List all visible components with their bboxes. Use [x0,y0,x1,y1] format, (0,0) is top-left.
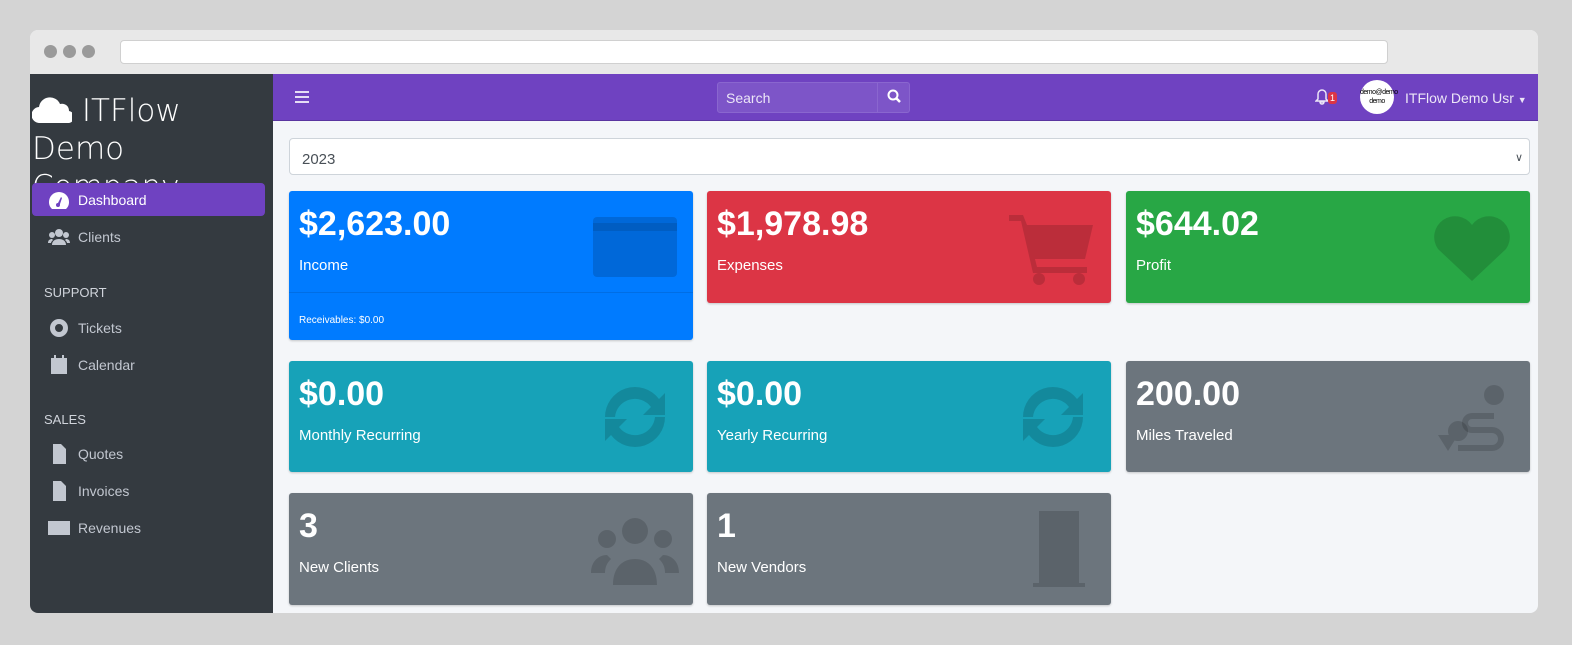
sidebar-item-label: Invoices [78,482,130,499]
browser-window: ITFlow Demo Company Dashboard Clients SU… [30,30,1538,613]
stat-card-new-clients[interactable]: 3 New Clients [289,493,693,605]
stat-value: $0.00 [717,375,803,413]
window-minimize-dot[interactable] [63,45,76,58]
sidebar-item-dashboard[interactable]: Dashboard [32,183,265,216]
stat-value: $0.00 [299,375,385,413]
sidebar-item-label: Revenues [78,519,142,536]
sidebar-item-quotes[interactable]: Quotes [32,437,265,470]
users-icon [48,228,70,245]
window-maximize-dot[interactable] [82,45,95,58]
sync-icon [605,387,665,447]
hamburger-menu-icon[interactable] [295,91,309,106]
stat-value: $1,978.98 [717,205,869,243]
stat-label: New Vendors [717,559,807,576]
bell-icon[interactable] [1315,89,1329,105]
address-bar[interactable] [120,40,1388,64]
sidebar-item-label: Dashboard [78,191,147,208]
sidebar: ITFlow Demo Company Dashboard Clients SU… [30,74,273,613]
browser-titlebar [30,30,1538,74]
user-menu[interactable]: ITFlow Demo Usr ▼ [1405,90,1527,106]
notification-badge: 1 [1328,92,1338,104]
stat-card-income[interactable]: $2,623.00 Income Receivables: $0.00 [289,191,693,340]
stat-label: Expenses [717,257,783,274]
stat-value: $644.02 [1136,205,1259,243]
sidebar-item-label: Tickets [78,319,122,336]
route-icon [1438,385,1504,451]
stat-label: New Clients [299,559,380,576]
year-select[interactable]: 2023 ∨ [289,138,1530,175]
stat-card-miles-traveled[interactable]: 200.00 Miles Traveled [1126,361,1530,472]
window-close-dot[interactable] [44,45,57,58]
sidebar-item-tickets[interactable]: Tickets [32,311,265,344]
sync-icon [1023,387,1083,447]
caret-down-icon: ▼ [1517,95,1527,105]
sidebar-item-label: Clients [78,228,121,245]
file-icon [53,443,66,464]
year-select-value: 2023 [302,151,336,168]
sales-header: SALES [44,412,86,427]
sidebar-item-calendar[interactable]: Calendar [32,348,265,381]
stat-label: Miles Traveled [1136,427,1233,444]
avatar[interactable]: demo@demo demo [1360,80,1398,114]
stat-value: 3 [299,507,318,545]
search-input[interactable] [717,82,878,113]
heart-icon [1434,216,1510,281]
cloud-icon [31,97,75,124]
sidebar-item-clients[interactable]: Clients [32,220,265,253]
stat-label: Income [299,257,349,274]
stat-value: $2,623.00 [299,205,451,243]
credit-card-icon [48,520,70,535]
top-navbar: 1 demo@demo demo ITFlow Demo Usr ▼ [273,74,1538,121]
tachometer-icon [49,191,69,209]
stat-label: Profit [1136,257,1172,274]
life-ring-icon [50,318,68,337]
stat-label: Yearly Recurring [717,427,828,444]
credit-card-icon [593,217,677,277]
sidebar-item-label: Calendar [78,356,135,373]
shopping-cart-icon [1009,215,1093,285]
sidebar-item-revenues[interactable]: Revenues [32,511,265,544]
support-header: SUPPORT [44,285,107,300]
stat-value: 1 [717,507,736,545]
stat-label: Monthly Recurring [299,427,421,444]
invoice-icon [53,480,66,501]
users-icon [591,518,679,585]
sidebar-item-label: Quotes [78,445,124,462]
stat-footer: Receivables: $0.00 [289,292,693,340]
search-form [717,82,910,113]
user-name: ITFlow Demo Usr [1405,90,1514,106]
stat-card-profit[interactable]: $644.02 Profit [1126,191,1530,303]
search-button[interactable] [878,82,910,113]
stat-card-monthly-recurring[interactable]: $0.00 Monthly Recurring [289,361,693,472]
building-icon [1033,511,1085,587]
stat-value: 200.00 [1136,375,1240,413]
chevron-down-icon: ∨ [1514,152,1523,164]
stat-card-expenses[interactable]: $1,978.98 Expenses [707,191,1111,303]
stat-card-new-vendors[interactable]: 1 New Vendors [707,493,1111,605]
stat-card-yearly-recurring[interactable]: $0.00 Yearly Recurring [707,361,1111,472]
calendar-icon [51,354,67,374]
sidebar-item-invoices[interactable]: Invoices [32,474,265,507]
search-icon [887,89,901,103]
